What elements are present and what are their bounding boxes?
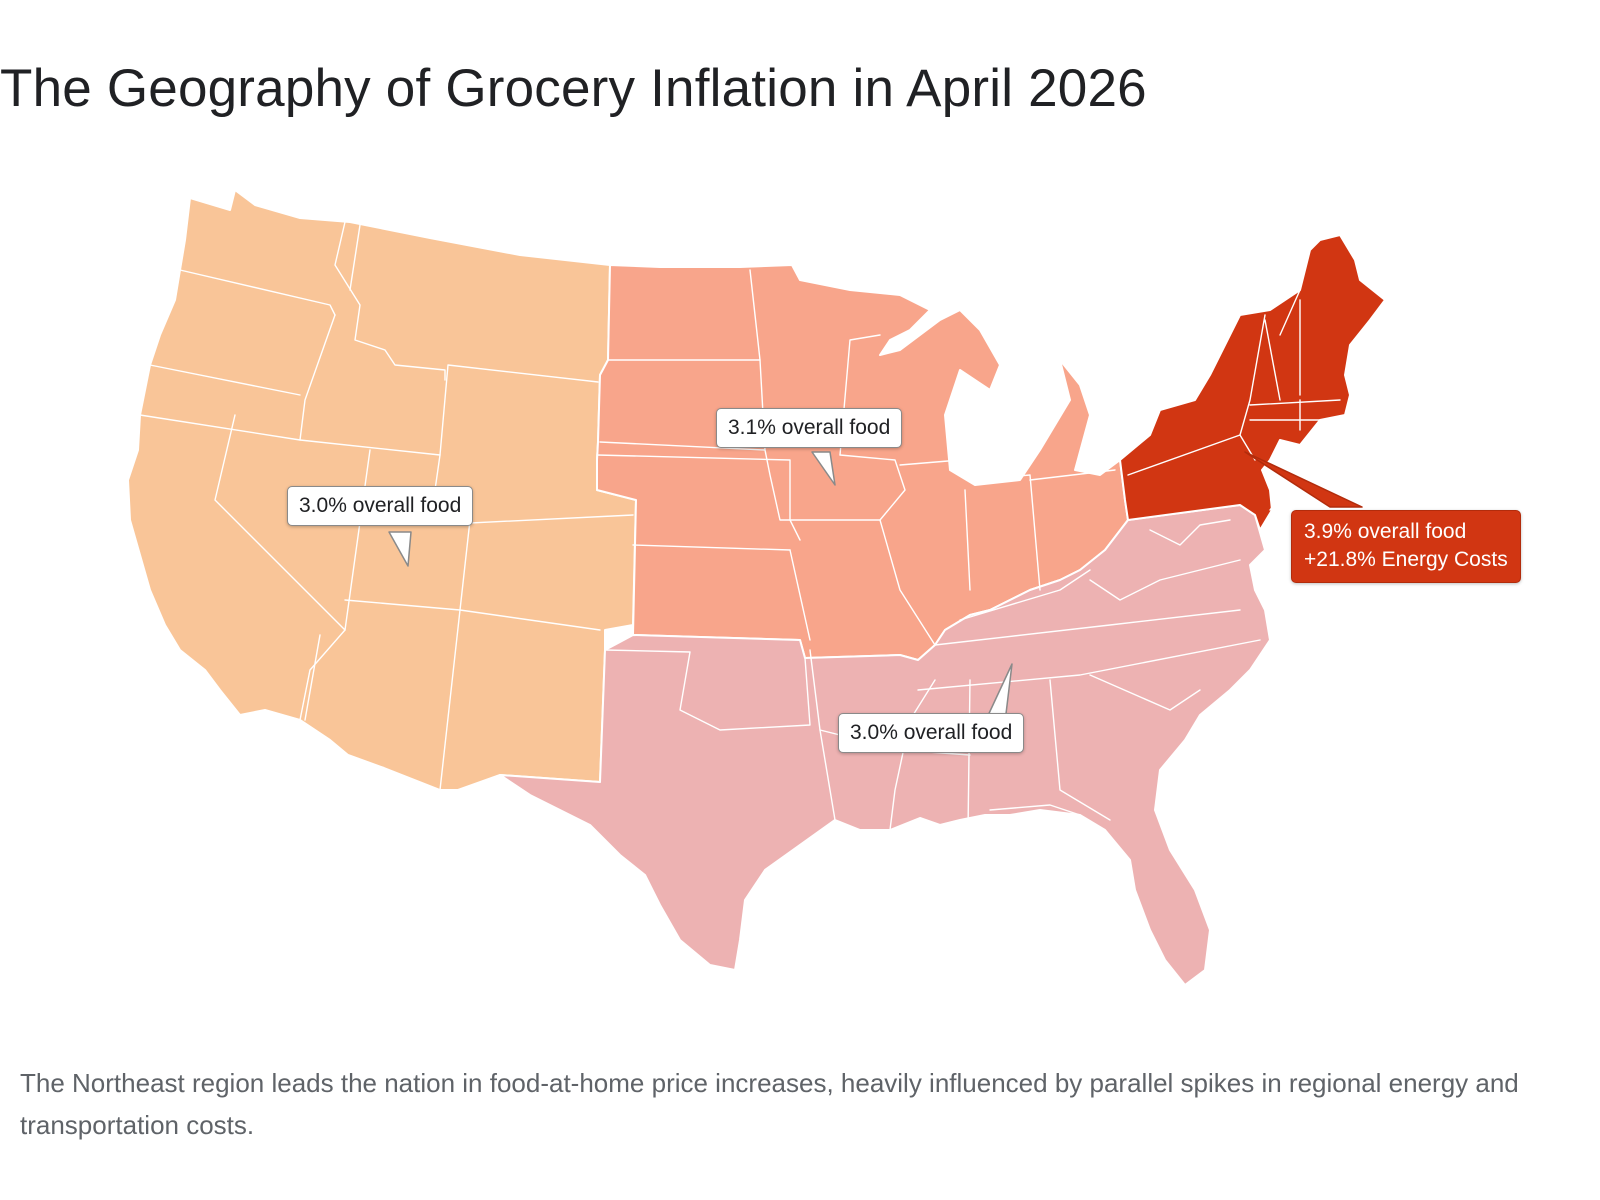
state-borders bbox=[139, 221, 1341, 831]
us-region-map: 3.0% overall food 3.1% overall food 3.0%… bbox=[0, 170, 1600, 1030]
map-caption: The Northeast region leads the nation in… bbox=[20, 1068, 1519, 1140]
callout-south-label: 3.0% overall food bbox=[850, 721, 1013, 744]
callout-south: 3.0% overall food bbox=[838, 713, 1025, 753]
callout-northeast-food: 3.9% overall food bbox=[1304, 520, 1467, 543]
callout-pointer-midwest bbox=[811, 451, 836, 486]
callout-pointer-northeast bbox=[1244, 451, 1363, 508]
us-map-svg bbox=[127, 189, 1386, 986]
callout-west-label: 3.0% overall food bbox=[299, 494, 462, 517]
callout-midwest: 3.1% overall food bbox=[716, 408, 903, 448]
callout-west: 3.0% overall food bbox=[287, 486, 474, 526]
callout-pointer-west bbox=[388, 531, 412, 567]
callout-midwest-label: 3.1% overall food bbox=[728, 416, 891, 439]
callout-northeast-energy: +21.8% Energy Costs bbox=[1304, 548, 1508, 571]
callout-northeast: 3.9% overall food +21.8% Energy Costs bbox=[1291, 510, 1521, 583]
page-title: The Geography of Grocery Inflation in Ap… bbox=[0, 59, 1147, 118]
